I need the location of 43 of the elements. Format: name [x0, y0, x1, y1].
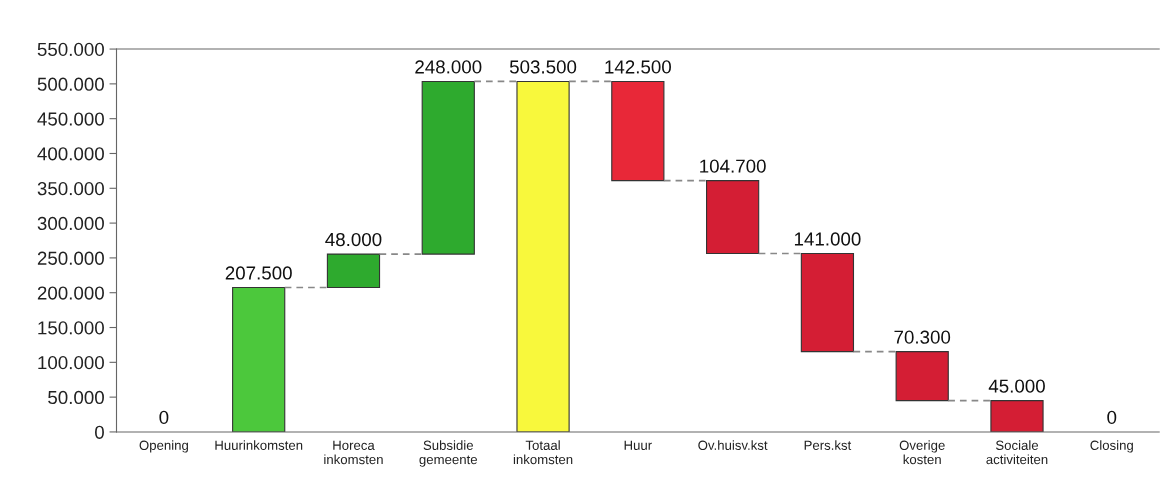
data-label: 141.000 [794, 232, 861, 246]
x-tick-label: Ov.huisv.kst [698, 440, 768, 450]
bar [326, 253, 381, 289]
data-label: 207.500 [225, 266, 292, 280]
bar [421, 80, 475, 255]
y-tick-label: 250.000 [37, 251, 104, 265]
bar [611, 80, 665, 182]
data-label: 48.000 [325, 232, 382, 247]
y-tick-label: 500.000 [37, 77, 104, 91]
x-tick-label: Pers.kst [804, 440, 852, 450]
y-tick-label: 400.000 [37, 147, 104, 161]
x-tick-label: Huur [624, 440, 652, 450]
x-tick-label: Horeca inkomsten [324, 440, 383, 465]
x-tick-label: Subsidie gemeente [419, 440, 478, 467]
bar [516, 80, 570, 432]
data-label: 0 [1107, 410, 1117, 425]
x-tick-label: Overige kosten [899, 440, 945, 465]
y-tick-label: 450.000 [37, 112, 104, 126]
bar [895, 351, 949, 402]
x-tick-label: Huurinkomsten [215, 440, 303, 450]
data-label: 0 [159, 410, 169, 425]
x-tick-label: Opening [139, 440, 188, 453]
data-label: 104.700 [700, 159, 766, 173]
bar [800, 252, 855, 353]
bar [706, 180, 760, 255]
x-tick-label: Sociale activiteiten [986, 440, 1048, 465]
y-tick-label: 100.000 [38, 356, 104, 370]
y-tick-label: 550.000 [37, 42, 104, 57]
data-label: 70.300 [894, 330, 951, 344]
x-tick-label: Closing [1090, 440, 1133, 453]
y-tick-label: 200.000 [37, 286, 104, 300]
bar [990, 400, 1044, 432]
data-label: 248.000 [415, 60, 482, 74]
y-tick-label: 50.000 [48, 390, 104, 405]
data-label: 503.500 [509, 60, 577, 74]
bar [232, 286, 286, 432]
y-tick-label: 350.000 [37, 181, 104, 196]
data-label: 45.000 [988, 379, 1045, 393]
y-tick-label: 300.000 [37, 216, 104, 231]
y-tick-label: 0 [95, 425, 104, 439]
x-tick-label: Totaal inkomsten [513, 440, 573, 465]
data-label: 142.500 [605, 60, 671, 74]
y-tick-label: 150.000 [38, 321, 104, 335]
